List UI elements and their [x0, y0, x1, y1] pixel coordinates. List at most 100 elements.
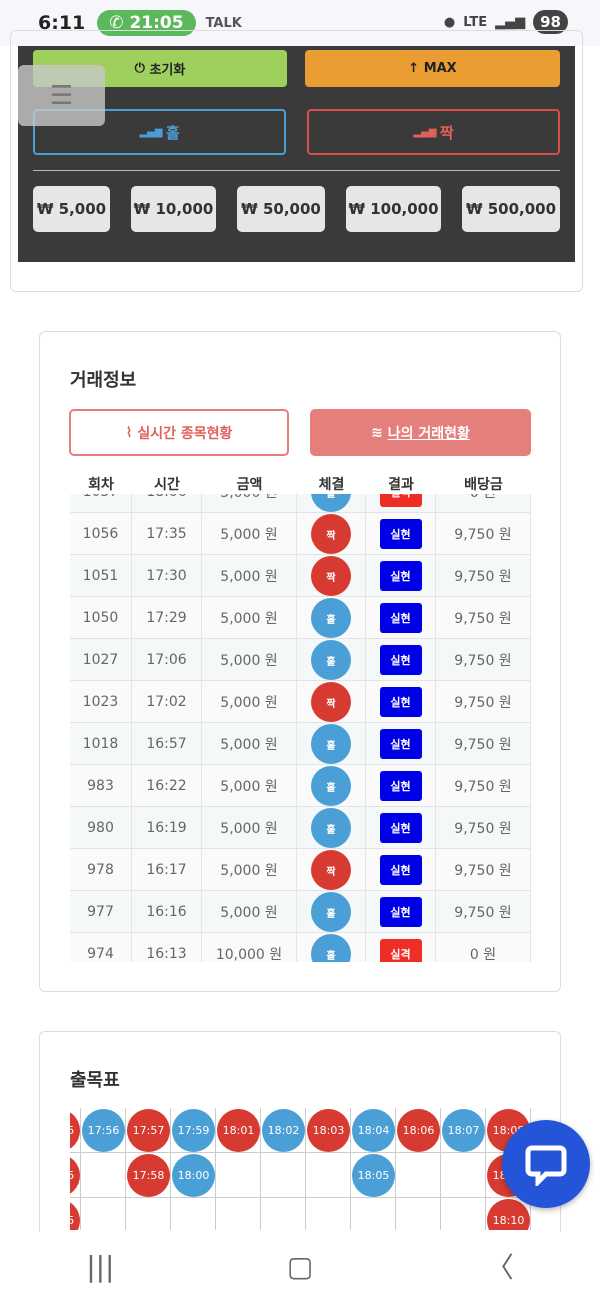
- column-header: 체결: [318, 477, 345, 493]
- grid-column: 18:02: [261, 1108, 306, 1230]
- cell-value: 1056: [82, 526, 119, 542]
- result-ball: 17:58: [127, 1154, 170, 1197]
- table-cell: 5,000 원: [202, 849, 297, 891]
- column-header: 배당금: [464, 477, 503, 493]
- amount-button-100000[interactable]: ₩ 100,000: [346, 186, 441, 232]
- result-badge: 실현: [379, 855, 422, 885]
- cell-value: 17:30: [146, 568, 187, 584]
- recents-icon[interactable]: |||: [86, 1249, 115, 1283]
- table-cell: 17:30: [132, 555, 202, 597]
- table-cell: 홀: [297, 494, 366, 513]
- even-button[interactable]: ▂▄▆ 짝: [307, 109, 560, 155]
- result-grid[interactable]: 17:5517:5517:5517:5617:5717:5817:5918:00…: [70, 1108, 531, 1230]
- cell-value: 974: [87, 946, 114, 962]
- table-cell: 16:17: [132, 849, 202, 891]
- cell-value: 16:13: [146, 946, 187, 962]
- result-ball: 18:02: [262, 1109, 305, 1152]
- table-cell: 5,000 원: [202, 494, 297, 513]
- cell-value: 9,750 원: [454, 527, 512, 543]
- table-cell: 17:02: [132, 681, 202, 723]
- cell-value: 5,000 원: [220, 611, 278, 627]
- result-badge: 실현: [379, 771, 422, 801]
- home-icon[interactable]: ▢: [286, 1249, 314, 1283]
- control-card: [10, 30, 583, 292]
- amount-button-5000[interactable]: ₩ 5,000: [33, 186, 110, 232]
- table-row: 1051 17:30 5,000 원 짝 실현 9,750 원: [70, 555, 531, 597]
- cell-value: 18:06: [146, 494, 186, 500]
- table-cell: 짝: [297, 513, 366, 555]
- call-chip[interactable]: ✆ 21:05: [97, 10, 196, 36]
- cell-value: 9,750 원: [454, 611, 512, 627]
- chat-button[interactable]: [502, 1120, 590, 1208]
- result-badge: 실현: [379, 519, 422, 549]
- table-cell: 9,750 원: [436, 807, 531, 849]
- table-cell: 실현: [366, 513, 436, 555]
- result-ball: 17:59: [172, 1109, 215, 1152]
- table-row: 1018 16:57 5,000 원 홀 실현 9,750 원: [70, 723, 531, 765]
- section-title: 거래정보: [70, 370, 137, 391]
- amount-button-10000[interactable]: ₩ 10,000: [131, 186, 216, 232]
- cell-value: 0 원: [470, 494, 496, 502]
- table-cell: 5,000 원: [202, 597, 297, 639]
- amount-button-500000[interactable]: ₩ 500,000: [462, 186, 560, 232]
- cell-value: 5,000 원: [220, 569, 278, 585]
- table-row: 1057 18:06 5,000 원 홀 실격 0 원: [70, 494, 531, 513]
- table-cell: 실현: [366, 723, 436, 765]
- cell-value: 1057: [83, 494, 119, 500]
- cell-value: 5,000 원: [220, 695, 278, 711]
- table-cell: 16:13: [132, 933, 202, 962]
- cell-value: 16:57: [146, 736, 187, 752]
- cell-value: 1027: [82, 652, 119, 668]
- signal-bars-icon: ▂▄▆: [139, 126, 166, 138]
- table-cell: 1050: [70, 597, 132, 639]
- max-button[interactable]: ↑ MAX: [305, 50, 560, 87]
- table-cell: 1056: [70, 513, 132, 555]
- side-ball: 홀: [311, 892, 351, 932]
- odd-button[interactable]: ▂▄▆ 홀: [33, 109, 286, 155]
- cell-value: 978: [87, 862, 114, 878]
- table-cell: 실격: [366, 933, 436, 962]
- table-row: 1023 17:02 5,000 원 짝 실현 9,750 원: [70, 681, 531, 723]
- grid-column: 17:59 18:00: [171, 1108, 216, 1230]
- table-cell: 짝: [297, 849, 366, 891]
- menu-button[interactable]: ☰: [18, 65, 105, 126]
- back-icon[interactable]: 〈: [485, 1251, 514, 1284]
- grid-column: 18:03: [306, 1108, 351, 1230]
- cell-value: 5,000 원: [220, 863, 278, 879]
- cell-value: 977: [87, 904, 114, 920]
- cell-value: 9,750 원: [454, 905, 512, 921]
- cell-value: 1023: [82, 694, 119, 710]
- hamburger-icon: ☰: [49, 80, 74, 111]
- power-icon: ⏻: [134, 61, 150, 76]
- table-row: 974 16:13 10,000 원 홀 실격 0 원: [70, 933, 531, 962]
- table-cell: 1027: [70, 639, 132, 681]
- result-ball: 18:03: [307, 1109, 350, 1152]
- side-ball: 짝: [311, 556, 351, 596]
- grid-line: [70, 1152, 531, 1153]
- table-cell: 980: [70, 807, 132, 849]
- tab-realtime[interactable]: ⌇ 실시간 종목현황: [69, 409, 289, 456]
- cell-value: 0 원: [469, 947, 497, 962]
- cell-value: 17:06: [146, 652, 187, 668]
- table-cell: 홀: [297, 639, 366, 681]
- result-ball: 17:55: [70, 1199, 80, 1230]
- table-cell: 10,000 원: [202, 933, 297, 962]
- cell-value: 5,000 원: [220, 821, 278, 837]
- amount-button-50000[interactable]: ₩ 50,000: [237, 186, 325, 232]
- result-ball: 18:05: [352, 1154, 395, 1197]
- cell-value: 5,000 원: [220, 653, 278, 669]
- cell-value: 9,750 원: [454, 737, 512, 753]
- cell-value: 5,000 원: [220, 527, 278, 543]
- tab-my-trades[interactable]: ≋ 나의 거래현황: [310, 409, 531, 456]
- cell-value: 9,750 원: [454, 695, 512, 711]
- signal-bars-icon: ▂▄▆: [413, 126, 440, 138]
- cell-value: 9,750 원: [454, 863, 512, 879]
- table-row: 983 16:22 5,000 원 홀 실현 9,750 원: [70, 765, 531, 807]
- side-ball: 홀: [311, 494, 351, 512]
- result-ball: 17:55: [70, 1109, 80, 1152]
- cell-value: 10,000 원: [215, 947, 283, 962]
- table-cell: 5,000 원: [202, 765, 297, 807]
- table-cell: 실현: [366, 891, 436, 933]
- table-cell: 1018: [70, 723, 132, 765]
